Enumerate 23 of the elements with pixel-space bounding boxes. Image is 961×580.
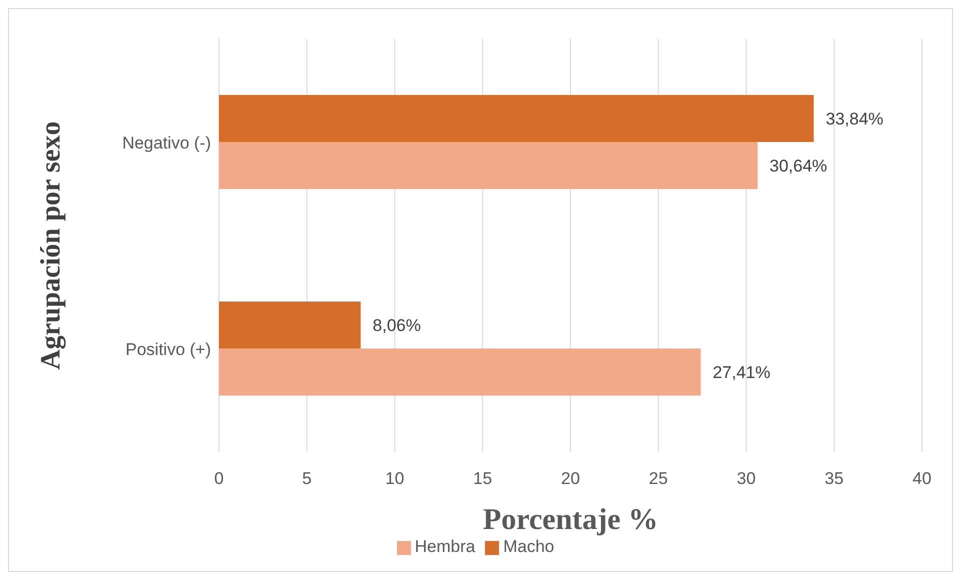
y-tick-label: Positivo (+) (126, 340, 211, 359)
bar (219, 302, 361, 348)
y-axis-title: Agrupación por sexo (35, 121, 66, 370)
x-tick-label: 25 (648, 469, 668, 488)
y-tick-label: Negativo (-) (122, 133, 211, 152)
data-label: 30,64% (770, 156, 828, 176)
bar (219, 142, 758, 189)
data-label: 33,84% (826, 110, 884, 128)
bar (219, 348, 701, 396)
data-label: 8,06% (372, 316, 421, 335)
legend-label: Hembra (414, 537, 476, 556)
data-label: 27,41% (712, 363, 770, 382)
x-tick-label: 15 (473, 469, 492, 488)
x-tick-label: 35 (824, 469, 844, 488)
x-tick-label: 0 (214, 469, 224, 488)
x-tick-label: 10 (385, 469, 404, 488)
x-axis-title: Porcentaje % (482, 503, 658, 536)
x-tick-label: 30 (736, 469, 756, 488)
x-tick-label: 20 (561, 469, 580, 488)
x-tick-label: 5 (302, 469, 312, 488)
x-tick-label: 40 (912, 469, 932, 488)
legend-label: Macho (503, 537, 554, 556)
bar (219, 95, 814, 142)
